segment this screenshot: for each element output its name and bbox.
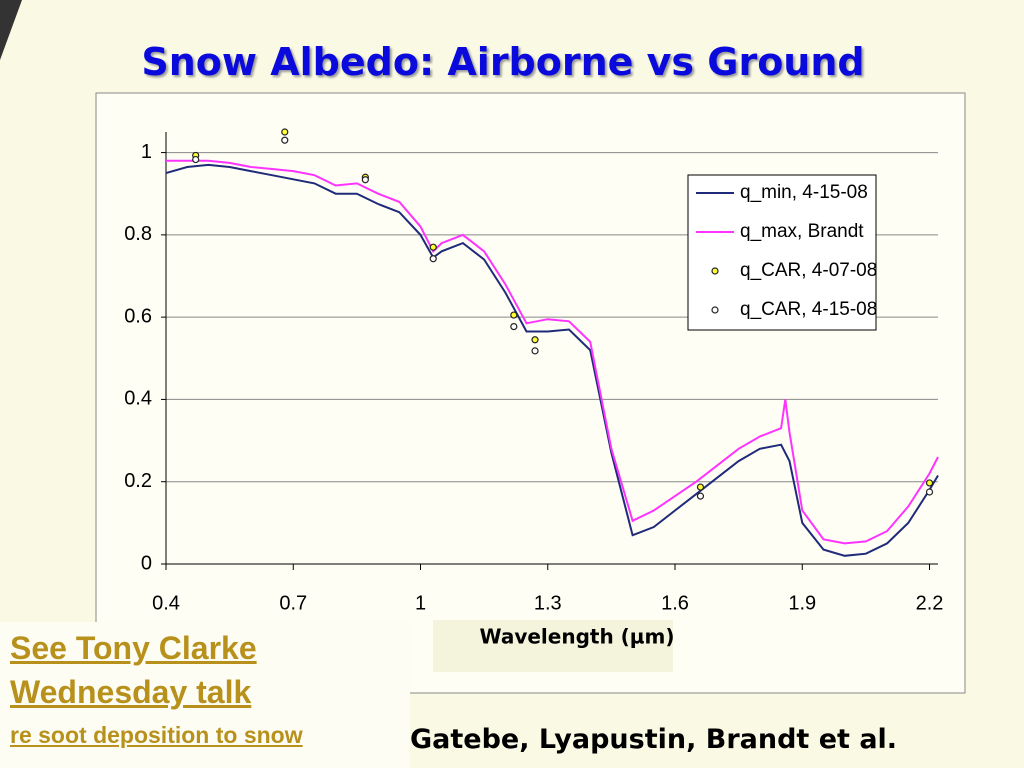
legend-box xyxy=(687,174,877,331)
credit: Gatebe, Lyapustin, Brandt et al. xyxy=(410,724,898,755)
data-point xyxy=(925,488,934,496)
legend-label: q_min, 4-15-08 xyxy=(740,182,868,203)
y-tick-label: 0.4 xyxy=(124,388,152,410)
data-point xyxy=(281,136,289,144)
data-point xyxy=(429,255,437,263)
note-link[interactable]: Wednesday talk xyxy=(10,674,252,710)
data-point xyxy=(531,347,539,355)
note-box: See Tony Clarke Wednesday talk re soot d… xyxy=(0,622,410,768)
note-link[interactable]: See Tony Clarke xyxy=(10,630,257,666)
data-point xyxy=(192,155,200,164)
data-point xyxy=(510,323,518,331)
legend-swatch xyxy=(711,267,719,275)
x-label-box xyxy=(433,620,673,672)
x-tick-label: 0.7 xyxy=(279,592,307,614)
y-tick-label: 0 xyxy=(141,552,152,574)
data-point xyxy=(696,483,705,491)
data-point xyxy=(361,176,369,184)
corner-decoration xyxy=(0,0,22,60)
y-tick-label: 0.8 xyxy=(124,223,152,245)
legend-swatch xyxy=(711,306,719,314)
data-point xyxy=(531,336,539,344)
x-tick-label: 1.3 xyxy=(534,592,562,614)
data-point xyxy=(510,311,518,319)
legend-label: q_max, Brandt xyxy=(740,221,864,242)
y-tick-label: 1 xyxy=(141,141,152,163)
series-line xyxy=(166,159,939,545)
y-tick-label: 0.6 xyxy=(124,305,152,327)
x-tick-label: 1 xyxy=(415,592,426,614)
data-point xyxy=(925,479,934,487)
series-line xyxy=(165,163,939,557)
y-tick-label: 0.2 xyxy=(124,470,152,492)
x-axis-label: Wavelength (µm) xyxy=(479,625,674,649)
x-tick-label: 0.4 xyxy=(152,592,180,614)
slide-title: Snow Albedo: Airborne vs Ground xyxy=(141,40,865,84)
data-point xyxy=(696,492,705,500)
legend-label: q_CAR, 4-07-08 xyxy=(740,260,877,281)
x-tick-label: 1.6 xyxy=(661,592,689,614)
data-point xyxy=(281,128,289,136)
note-link[interactable]: re soot deposition to snow xyxy=(10,722,303,748)
data-point xyxy=(429,243,437,251)
legend-label: q_CAR, 4-15-08 xyxy=(740,299,877,320)
x-tick-label: 2.2 xyxy=(916,592,944,614)
x-tick-label: 1.9 xyxy=(788,592,816,614)
